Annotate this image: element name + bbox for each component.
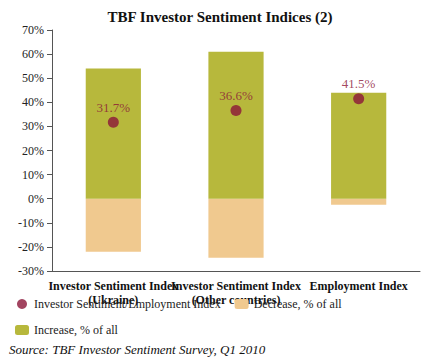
svg-text:-30%: -30% <box>18 264 44 278</box>
svg-text:40%: 40% <box>22 95 44 109</box>
svg-text:0%: 0% <box>28 192 44 206</box>
svg-text:Decrease, % of all: Decrease, % of all <box>254 297 343 311</box>
svg-text:50%: 50% <box>22 71 44 85</box>
svg-text:10%: 10% <box>22 168 44 182</box>
svg-text:41.5%: 41.5% <box>342 76 376 91</box>
svg-text:70%: 70% <box>22 23 44 37</box>
svg-text:Increase, % of all: Increase, % of all <box>34 323 119 337</box>
svg-text:Employment Index: Employment Index <box>309 279 407 293</box>
svg-text:30%: 30% <box>22 119 44 133</box>
svg-text:TBF Investor Sentiment Indices: TBF Investor Sentiment Indices (2) <box>108 9 333 26</box>
svg-text:60%: 60% <box>22 47 44 61</box>
svg-text:Investor Sentiment Index: Investor Sentiment Index <box>48 279 178 293</box>
svg-text:-10%: -10% <box>18 216 44 230</box>
svg-text:36.6%: 36.6% <box>219 88 253 103</box>
svg-text:31.7%: 31.7% <box>97 100 131 115</box>
svg-text:Investor Sentiment Index: Investor Sentiment Index <box>171 279 301 293</box>
svg-text:Investor Sentiment/Employment: Investor Sentiment/Employment Index <box>34 297 221 311</box>
svg-text:Source: TBF Investor Sentiment: Source: TBF Investor Sentiment Survey, Q… <box>9 342 266 357</box>
svg-text:-20%: -20% <box>18 240 44 254</box>
svg-text:20%: 20% <box>22 144 44 158</box>
